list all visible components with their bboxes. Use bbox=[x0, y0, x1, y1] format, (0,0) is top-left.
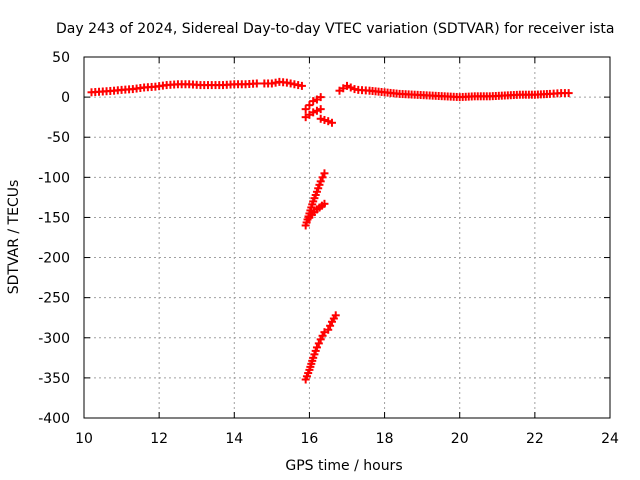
x-tick-label: 12 bbox=[150, 431, 168, 447]
data-point bbox=[327, 118, 336, 127]
x-axis-label: GPS time / hours bbox=[285, 458, 402, 474]
data-point bbox=[316, 105, 325, 114]
x-tick-label: 10 bbox=[75, 431, 93, 447]
x-tick-labels: 10 12 14 16 18 20 22 24 bbox=[75, 431, 619, 447]
data-point bbox=[305, 101, 314, 110]
y-tick-label: 0 bbox=[61, 90, 70, 106]
y-axis-label: SDTVAR / TECUs bbox=[6, 180, 22, 295]
x-tick-label: 22 bbox=[526, 431, 544, 447]
data-point bbox=[320, 169, 329, 178]
data-point bbox=[314, 339, 323, 348]
data-point bbox=[343, 81, 351, 90]
data-point bbox=[320, 115, 329, 124]
data-point bbox=[252, 79, 261, 88]
y-tick-label: -50 bbox=[47, 130, 70, 146]
data-point bbox=[309, 97, 318, 106]
data-point bbox=[297, 81, 306, 90]
y-tick-label: -350 bbox=[38, 371, 70, 387]
x-tick-label: 20 bbox=[451, 431, 469, 447]
y-tick-label: -300 bbox=[38, 331, 70, 347]
data-point bbox=[312, 106, 321, 115]
data-point bbox=[346, 83, 355, 92]
data-point bbox=[324, 325, 333, 334]
data-point bbox=[309, 108, 318, 117]
data-point bbox=[316, 93, 325, 102]
x-tick-label: 18 bbox=[376, 431, 394, 447]
data-point bbox=[326, 321, 335, 330]
x-tick-label: 14 bbox=[225, 431, 243, 447]
data-points bbox=[87, 77, 573, 384]
x-tick-label: 24 bbox=[601, 431, 619, 447]
data-point bbox=[318, 173, 327, 182]
y-tick-label: 50 bbox=[52, 50, 70, 66]
chart-title: Day 243 of 2024, Sidereal Day-to-day VTE… bbox=[56, 21, 614, 37]
x-tick-label: 16 bbox=[301, 431, 319, 447]
y-tick-label: -250 bbox=[38, 291, 70, 307]
data-point bbox=[312, 343, 321, 352]
data-point bbox=[316, 114, 325, 123]
y-tick-label: -100 bbox=[38, 170, 70, 186]
data-point bbox=[324, 117, 333, 126]
data-point bbox=[316, 177, 325, 186]
plot-frame bbox=[83, 56, 611, 419]
grid-lines bbox=[84, 57, 610, 418]
y-tick-label: -200 bbox=[38, 251, 70, 267]
data-point bbox=[320, 199, 329, 208]
data-point bbox=[564, 89, 573, 98]
y-tick-label: -150 bbox=[38, 210, 70, 226]
y-tick-label: -400 bbox=[38, 411, 70, 427]
y-tick-labels: 50 0 -50 -100 -150 -200 -250 -300 -350 -400 bbox=[38, 50, 70, 427]
data-point bbox=[301, 105, 310, 114]
axis-ticks bbox=[83, 56, 611, 419]
data-point bbox=[331, 311, 340, 320]
